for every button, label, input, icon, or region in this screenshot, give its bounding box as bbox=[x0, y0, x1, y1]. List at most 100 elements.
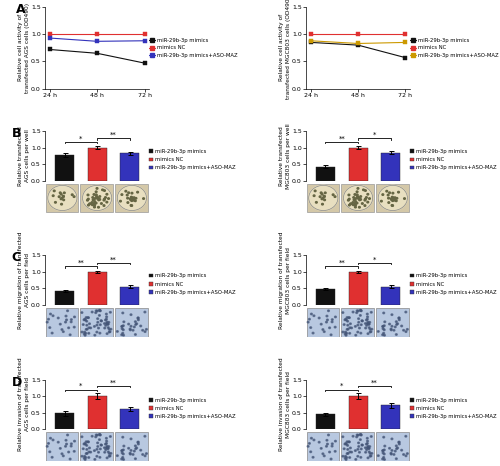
Circle shape bbox=[342, 312, 344, 313]
Circle shape bbox=[358, 434, 359, 436]
Circle shape bbox=[48, 443, 50, 444]
Circle shape bbox=[144, 331, 146, 332]
Circle shape bbox=[365, 452, 366, 453]
Circle shape bbox=[391, 450, 393, 451]
Circle shape bbox=[107, 323, 109, 325]
Circle shape bbox=[310, 313, 312, 315]
Circle shape bbox=[382, 326, 384, 327]
Circle shape bbox=[61, 329, 63, 330]
Circle shape bbox=[134, 458, 136, 459]
Circle shape bbox=[134, 321, 136, 322]
Circle shape bbox=[396, 200, 397, 202]
FancyBboxPatch shape bbox=[115, 308, 148, 336]
Circle shape bbox=[116, 331, 118, 332]
FancyBboxPatch shape bbox=[80, 184, 113, 212]
Circle shape bbox=[96, 197, 98, 199]
Circle shape bbox=[50, 313, 51, 315]
Circle shape bbox=[369, 446, 370, 447]
Circle shape bbox=[63, 199, 64, 201]
Circle shape bbox=[367, 447, 369, 449]
Circle shape bbox=[358, 442, 360, 444]
Circle shape bbox=[356, 312, 358, 314]
Circle shape bbox=[334, 196, 336, 198]
Circle shape bbox=[88, 441, 90, 443]
Circle shape bbox=[116, 455, 118, 456]
Circle shape bbox=[90, 203, 92, 205]
Circle shape bbox=[58, 317, 59, 319]
FancyBboxPatch shape bbox=[376, 308, 409, 336]
Circle shape bbox=[391, 325, 393, 327]
Circle shape bbox=[99, 310, 101, 311]
Circle shape bbox=[348, 317, 350, 318]
Circle shape bbox=[394, 199, 396, 201]
Circle shape bbox=[350, 447, 352, 449]
Circle shape bbox=[330, 458, 332, 460]
Circle shape bbox=[382, 194, 384, 195]
Circle shape bbox=[106, 447, 108, 449]
Circle shape bbox=[367, 457, 369, 459]
Circle shape bbox=[62, 331, 64, 332]
Circle shape bbox=[108, 455, 110, 457]
Circle shape bbox=[344, 456, 346, 457]
Circle shape bbox=[367, 323, 369, 324]
Circle shape bbox=[401, 325, 402, 327]
Circle shape bbox=[361, 320, 363, 322]
Circle shape bbox=[108, 329, 110, 330]
Circle shape bbox=[367, 445, 369, 447]
Circle shape bbox=[98, 452, 100, 453]
Circle shape bbox=[353, 197, 354, 198]
Text: **: ** bbox=[371, 379, 378, 385]
Circle shape bbox=[384, 335, 386, 336]
Bar bbox=[348, 148, 368, 181]
Circle shape bbox=[88, 205, 90, 206]
Circle shape bbox=[370, 455, 371, 457]
Circle shape bbox=[360, 457, 362, 458]
Circle shape bbox=[81, 436, 83, 438]
Circle shape bbox=[46, 322, 48, 323]
Circle shape bbox=[361, 444, 363, 445]
Circle shape bbox=[356, 194, 358, 196]
Circle shape bbox=[368, 198, 370, 199]
Circle shape bbox=[96, 310, 97, 311]
Circle shape bbox=[60, 192, 61, 193]
Circle shape bbox=[390, 453, 392, 455]
Circle shape bbox=[82, 324, 84, 325]
Circle shape bbox=[350, 327, 352, 329]
Circle shape bbox=[324, 192, 326, 193]
Circle shape bbox=[104, 319, 106, 321]
Circle shape bbox=[328, 310, 330, 312]
Circle shape bbox=[328, 434, 330, 436]
Circle shape bbox=[358, 206, 360, 208]
Circle shape bbox=[346, 317, 348, 318]
Circle shape bbox=[96, 456, 98, 457]
Circle shape bbox=[100, 320, 102, 322]
Circle shape bbox=[344, 319, 346, 321]
Circle shape bbox=[366, 444, 368, 445]
Circle shape bbox=[354, 203, 356, 204]
Circle shape bbox=[128, 323, 130, 325]
Circle shape bbox=[364, 205, 366, 206]
Circle shape bbox=[104, 197, 106, 198]
Circle shape bbox=[96, 188, 98, 189]
FancyBboxPatch shape bbox=[115, 432, 148, 461]
Circle shape bbox=[104, 323, 106, 324]
Circle shape bbox=[123, 321, 124, 322]
Circle shape bbox=[98, 309, 100, 311]
Circle shape bbox=[369, 322, 370, 323]
Circle shape bbox=[358, 446, 360, 447]
Circle shape bbox=[394, 450, 396, 452]
Circle shape bbox=[349, 333, 350, 334]
Circle shape bbox=[349, 327, 351, 329]
Text: A: A bbox=[16, 3, 26, 16]
Circle shape bbox=[48, 318, 50, 320]
Circle shape bbox=[345, 459, 347, 460]
Circle shape bbox=[370, 331, 372, 332]
Circle shape bbox=[146, 453, 148, 454]
Circle shape bbox=[391, 205, 393, 206]
Text: C: C bbox=[12, 252, 21, 265]
Circle shape bbox=[48, 185, 77, 211]
Legend: miR-29b-3p mimics, mimics NC, miR-29b-3p mimics+ASO-MAZ: miR-29b-3p mimics, mimics NC, miR-29b-3p… bbox=[410, 37, 499, 59]
Circle shape bbox=[364, 199, 366, 201]
Circle shape bbox=[74, 451, 75, 452]
Circle shape bbox=[132, 197, 133, 199]
